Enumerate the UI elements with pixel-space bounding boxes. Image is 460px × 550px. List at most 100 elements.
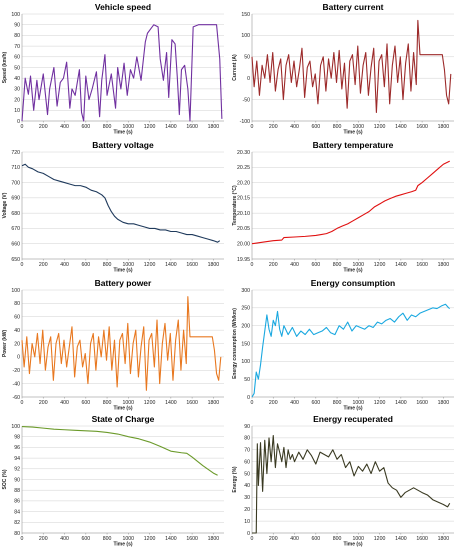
y-tick-label: 30 xyxy=(14,87,20,93)
y-tick-label: 80 xyxy=(14,33,20,39)
x-tick-label: 600 xyxy=(311,124,320,130)
chart-panel-consumption: Energy consumption 0 50 100 150 200 250 300 0 200… xyxy=(232,278,458,412)
x-tick-label: 1000 xyxy=(353,262,365,268)
y-tick-label: 90 xyxy=(14,477,20,483)
y-tick-label: 80 xyxy=(14,301,20,307)
x-tick-label: 400 xyxy=(290,124,299,130)
chart-current: Battery current -100 -50 0 50 100 150 0 200 400 60… xyxy=(232,2,454,136)
series-line-speed xyxy=(21,24,223,122)
x-tick-label: 1600 xyxy=(186,400,198,406)
x-tick-label: 0 xyxy=(21,262,24,268)
y-tick-label: 0 xyxy=(17,119,20,125)
x-tick-label: 1800 xyxy=(438,536,450,542)
x-tick-label: 400 xyxy=(60,536,69,542)
x-tick-label: 1600 xyxy=(186,262,198,268)
chart-title: Battery power xyxy=(95,278,152,288)
series-line-consumption xyxy=(251,303,451,398)
y-tick-label: 92 xyxy=(14,467,20,473)
x-tick-label: 200 xyxy=(39,262,48,268)
x-tick-label: 600 xyxy=(81,400,90,406)
x-tick-label: 0 xyxy=(21,124,24,130)
x-tick-label: 1000 xyxy=(353,400,365,406)
y-tick-label: 20.15 xyxy=(237,196,250,202)
x-tick-label: 800 xyxy=(103,124,112,130)
y-tick-label: 40 xyxy=(14,76,20,82)
y-tick-label: 80 xyxy=(244,436,250,442)
y-tick-label: -40 xyxy=(13,381,21,387)
y-tick-label: 40 xyxy=(14,328,20,334)
x-axis-label: Time (s) xyxy=(113,406,132,412)
y-tick-label: 60 xyxy=(244,459,250,465)
x-tick-label: 1600 xyxy=(186,124,198,130)
chart-panel-recuperated: Energy recuperated 0 10 20 30 40 50 60 70 80 90 0 20… xyxy=(232,414,458,548)
y-tick-label: 720 xyxy=(11,150,20,156)
chart-title: Battery current xyxy=(323,2,384,12)
series-line-power xyxy=(21,296,222,391)
y-tick-label: 150 xyxy=(241,12,250,18)
y-axis-label: Temperature (°C) xyxy=(232,185,238,226)
y-tick-label: 20.00 xyxy=(237,242,250,248)
y-tick-label: 250 xyxy=(241,306,250,312)
chart-panel-temperature: Battery temperature 19.95 20.00 20.05 20.10 2… xyxy=(232,140,458,274)
y-tick-label: 80 xyxy=(14,531,20,537)
y-tick-label: 20.20 xyxy=(237,180,250,186)
y-tick-label: 20.05 xyxy=(237,226,250,232)
y-tick-label: 98 xyxy=(14,435,20,441)
x-tick-label: 1000 xyxy=(123,262,135,268)
y-tick-label: 200 xyxy=(241,323,250,329)
y-tick-label: -50 xyxy=(243,97,251,103)
x-tick-label: 1800 xyxy=(208,262,220,268)
x-tick-label: 1200 xyxy=(144,262,156,268)
y-tick-label: 60 xyxy=(14,315,20,321)
x-axis-label: Time (s) xyxy=(113,268,132,274)
x-tick-label: 1200 xyxy=(144,400,156,406)
y-tick-label: 650 xyxy=(11,257,20,263)
y-tick-label: 20.10 xyxy=(237,211,250,217)
x-tick-label: 1800 xyxy=(438,262,450,268)
x-tick-label: 1000 xyxy=(123,400,135,406)
y-tick-label: 50 xyxy=(14,65,20,71)
y-tick-label: 150 xyxy=(241,341,250,347)
x-tick-label: 600 xyxy=(311,400,320,406)
y-tick-label: 0 xyxy=(247,531,250,537)
series-line-temperature xyxy=(251,160,450,245)
x-tick-label: 0 xyxy=(251,124,254,130)
x-tick-label: 400 xyxy=(60,124,69,130)
x-tick-label: 400 xyxy=(290,262,299,268)
x-tick-label: 800 xyxy=(333,400,342,406)
y-tick-label: 20 xyxy=(244,507,250,513)
y-tick-label: 50 xyxy=(244,377,250,383)
y-axis-label: Voltage (V) xyxy=(2,192,8,218)
x-tick-label: 1000 xyxy=(353,124,365,130)
x-tick-label: 600 xyxy=(81,262,90,268)
y-axis-label: Current (A) xyxy=(232,54,238,81)
y-tick-label: 100 xyxy=(11,288,20,294)
x-tick-label: 200 xyxy=(39,536,48,542)
chart-title: Vehicle speed xyxy=(95,2,151,12)
x-axis-label: Time (s) xyxy=(113,542,132,548)
y-tick-label: 100 xyxy=(241,33,250,39)
x-tick-label: 200 xyxy=(269,400,278,406)
x-axis-label: Time (s) xyxy=(343,268,362,274)
chart-panel-voltage: Battery voltage 650 660 670 680 690 700 710 720 0… xyxy=(2,140,228,274)
x-axis-label: Time (s) xyxy=(343,542,362,548)
y-tick-label: 100 xyxy=(11,12,20,18)
x-tick-label: 1000 xyxy=(123,536,135,542)
x-tick-label: 600 xyxy=(81,124,90,130)
x-axis-label: Time (s) xyxy=(343,130,362,136)
x-tick-label: 200 xyxy=(269,262,278,268)
series-line-soc xyxy=(21,425,218,476)
x-tick-label: 800 xyxy=(333,536,342,542)
y-tick-label: 70 xyxy=(244,448,250,454)
x-tick-label: 1800 xyxy=(208,400,220,406)
x-axis-label: Time (s) xyxy=(113,130,132,136)
chart-panel-soc: State of Charge 80 82 84 86 88 90 92 94 96 98 100 0 2… xyxy=(2,414,228,548)
chart-panel-power: Battery power -60 -40 -20 0 20 40 60 80 100 0 200 40… xyxy=(2,278,228,412)
x-tick-label: 1400 xyxy=(395,124,407,130)
y-tick-label: 20.25 xyxy=(237,165,250,171)
x-tick-label: 600 xyxy=(81,536,90,542)
y-tick-label: 50 xyxy=(244,471,250,477)
y-tick-label: 0 xyxy=(17,355,20,361)
